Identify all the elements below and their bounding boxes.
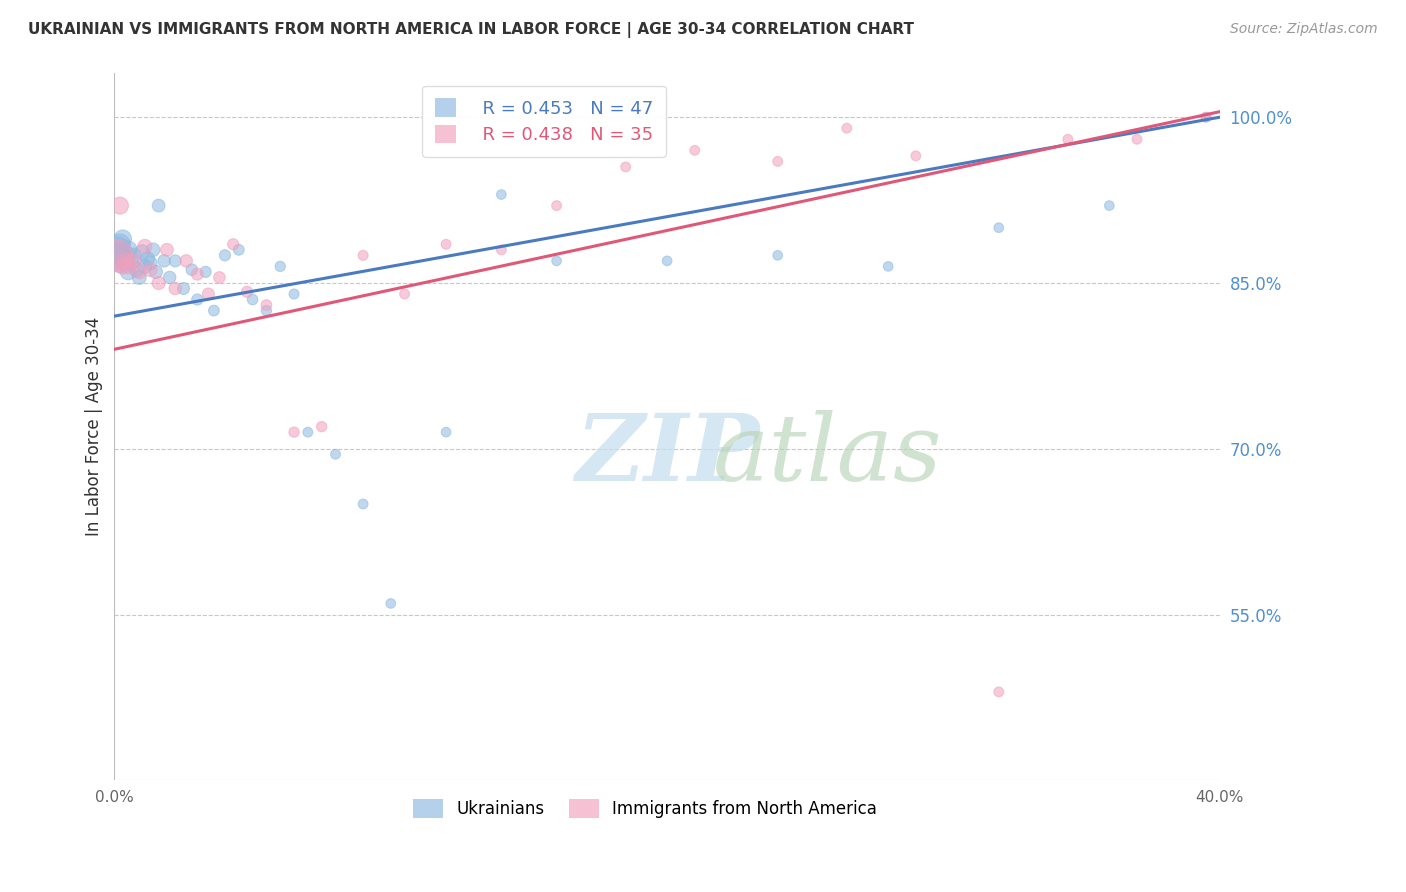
- Point: [202, 303, 225, 318]
- Point: [148, 276, 170, 290]
- Point: [236, 285, 259, 299]
- Y-axis label: In Labor Force | Age 30-34: In Labor Force | Age 30-34: [86, 317, 103, 536]
- Point: [136, 252, 159, 266]
- Point: [434, 237, 457, 252]
- Point: [987, 220, 1010, 235]
- Point: [145, 265, 167, 279]
- Point: [111, 232, 134, 246]
- Point: [156, 243, 179, 257]
- Legend: Ukrainians, Immigrants from North America: Ukrainians, Immigrants from North Americ…: [406, 792, 884, 825]
- Point: [683, 144, 706, 158]
- Point: [987, 685, 1010, 699]
- Point: [108, 237, 131, 252]
- Point: [131, 245, 153, 260]
- Point: [766, 248, 789, 262]
- Point: [194, 265, 217, 279]
- Point: [325, 447, 347, 461]
- Point: [380, 597, 402, 611]
- Point: [311, 419, 333, 434]
- Point: [122, 253, 145, 268]
- Point: [120, 256, 142, 270]
- Point: [142, 243, 165, 257]
- Point: [614, 160, 637, 174]
- Point: [269, 260, 291, 274]
- Point: [139, 262, 162, 277]
- Point: [117, 260, 139, 274]
- Point: [108, 198, 131, 212]
- Point: [352, 248, 374, 262]
- Point: [297, 425, 319, 439]
- Point: [114, 253, 136, 268]
- Point: [108, 253, 131, 268]
- Point: [394, 287, 416, 301]
- Point: [111, 248, 134, 262]
- Text: Source: ZipAtlas.com: Source: ZipAtlas.com: [1230, 22, 1378, 37]
- Point: [117, 243, 139, 257]
- Point: [434, 425, 457, 439]
- Point: [122, 248, 145, 262]
- Text: atlas: atlas: [713, 410, 942, 500]
- Text: ZIP: ZIP: [575, 410, 759, 500]
- Point: [877, 260, 900, 274]
- Point: [1098, 198, 1121, 212]
- Point: [228, 243, 250, 257]
- Point: [105, 248, 128, 262]
- Point: [134, 260, 156, 274]
- Point: [186, 293, 208, 307]
- Point: [1057, 132, 1080, 146]
- Point: [283, 425, 305, 439]
- Point: [352, 497, 374, 511]
- Point: [208, 270, 231, 285]
- Point: [283, 287, 305, 301]
- Point: [128, 270, 150, 285]
- Point: [1195, 110, 1218, 124]
- Point: [139, 256, 162, 270]
- Point: [491, 243, 513, 257]
- Point: [835, 121, 858, 136]
- Point: [254, 303, 277, 318]
- Point: [114, 253, 136, 268]
- Point: [111, 260, 134, 274]
- Point: [186, 267, 208, 281]
- Point: [173, 281, 195, 295]
- Point: [222, 237, 245, 252]
- Point: [180, 262, 202, 277]
- Point: [105, 248, 128, 262]
- Point: [655, 253, 678, 268]
- Point: [766, 154, 789, 169]
- Point: [128, 265, 150, 279]
- Point: [491, 187, 513, 202]
- Point: [242, 293, 264, 307]
- Point: [105, 243, 128, 257]
- Point: [904, 149, 927, 163]
- Point: [159, 270, 181, 285]
- Point: [134, 239, 156, 253]
- Point: [1195, 110, 1218, 124]
- Point: [165, 281, 187, 295]
- Point: [174, 253, 197, 268]
- Point: [148, 198, 170, 212]
- Point: [214, 248, 236, 262]
- Point: [1126, 132, 1149, 146]
- Point: [165, 253, 187, 268]
- Point: [117, 265, 139, 279]
- Point: [254, 298, 277, 312]
- Point: [546, 198, 568, 212]
- Point: [197, 287, 219, 301]
- Point: [153, 253, 176, 268]
- Point: [546, 253, 568, 268]
- Text: UKRAINIAN VS IMMIGRANTS FROM NORTH AMERICA IN LABOR FORCE | AGE 30-34 CORRELATIO: UKRAINIAN VS IMMIGRANTS FROM NORTH AMERI…: [28, 22, 914, 38]
- Point: [125, 262, 148, 277]
